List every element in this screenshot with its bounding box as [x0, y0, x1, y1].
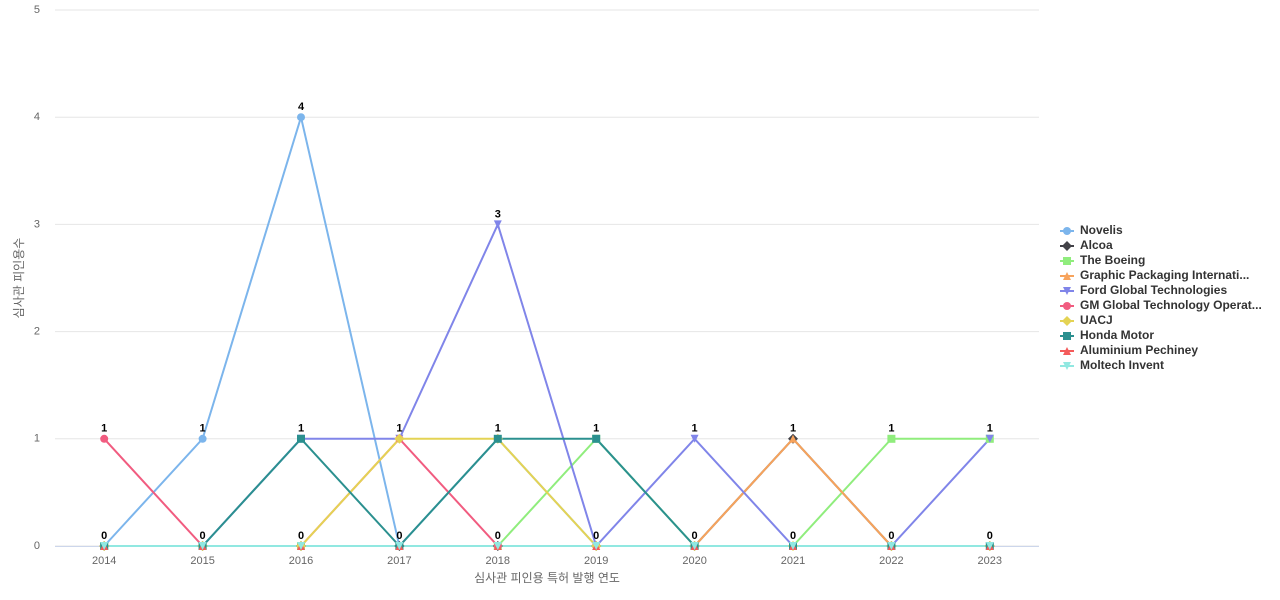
legend-item: Aluminium Pechiney [1060, 343, 1198, 357]
legend-symbol [1063, 332, 1071, 340]
point [394, 433, 405, 444]
x-tick-label: 2017 [387, 555, 411, 567]
legend-symbol [1063, 302, 1071, 310]
point [100, 542, 109, 550]
x-tick-label: 2018 [486, 555, 510, 567]
value-label: 1 [200, 423, 206, 435]
legend-label: Alcoa [1080, 238, 1113, 252]
legend-item: Novelis [1060, 223, 1123, 237]
point [395, 542, 404, 550]
value-label: 1 [101, 423, 107, 435]
value-label: 1 [790, 423, 796, 435]
point [592, 542, 601, 550]
y-axis-title: 심사관 피인용수 [12, 238, 26, 319]
y-tick-label: 2 [34, 326, 40, 338]
legend-symbol [1063, 362, 1071, 370]
value-label: 1 [298, 423, 304, 435]
series-line [104, 437, 990, 547]
legend-label: Novelis [1080, 223, 1123, 237]
value-label: 0 [495, 530, 501, 542]
value-label: 0 [888, 530, 894, 542]
x-axis-title: 심사관 피인용 특허 발행 연도 [474, 570, 620, 585]
y-tick-label: 5 [34, 4, 40, 16]
point [789, 434, 797, 443]
x-tick-label: 2019 [584, 555, 608, 567]
y-tick-label: 3 [34, 218, 40, 230]
x-tick-label: 2022 [879, 555, 903, 567]
value-label: 0 [790, 530, 796, 542]
legend-symbol [1063, 272, 1071, 280]
y-tick-label: 1 [34, 433, 40, 445]
value-label: 3 [495, 208, 501, 220]
value-label: 0 [692, 530, 698, 542]
legend-item: Moltech Invent [1060, 358, 1164, 372]
legend-item: Graphic Packaging Internati... [1060, 268, 1249, 282]
value-label: 1 [593, 423, 599, 435]
value-label: 1 [495, 423, 501, 435]
value-label: 4 [298, 101, 305, 113]
legend-item: UACJ [1060, 313, 1113, 327]
legend-label: Graphic Packaging Internati... [1080, 268, 1249, 282]
y-tick-label: 0 [34, 540, 40, 552]
point [198, 434, 207, 443]
x-tick-label: 2014 [92, 555, 116, 567]
point [493, 434, 502, 443]
value-label: 0 [200, 530, 206, 542]
legend-item: GM Global Technology Operat... [1060, 298, 1262, 312]
value-label: 0 [298, 530, 304, 542]
legend-symbol [1063, 257, 1071, 265]
legend-item: Alcoa [1060, 238, 1113, 252]
point [297, 542, 305, 550]
legend-label: Honda Motor [1080, 328, 1154, 342]
value-label: 1 [888, 423, 894, 435]
value-label: 1 [396, 423, 402, 435]
x-tick-label: 2021 [781, 555, 805, 567]
x-tick-label: 2023 [978, 555, 1002, 567]
point [592, 434, 601, 443]
value-label: 0 [101, 530, 107, 542]
value-label: 0 [593, 530, 599, 542]
value-label: 0 [396, 530, 402, 542]
y-tick-label: 4 [34, 111, 40, 123]
legend-label: Aluminium Pechiney [1080, 343, 1198, 357]
value-label: 1 [692, 423, 698, 435]
legend-item: Ford Global Technologies [1060, 283, 1227, 297]
point [493, 220, 502, 229]
legend-item: The Boeing [1060, 253, 1145, 267]
legend-symbol [1062, 316, 1072, 326]
legend-label: UACJ [1080, 313, 1113, 327]
point [887, 434, 896, 443]
point [493, 542, 502, 550]
point [887, 542, 896, 550]
legend-symbol [1063, 227, 1071, 235]
point [198, 542, 207, 550]
x-tick-label: 2015 [190, 555, 214, 567]
point [985, 542, 994, 550]
x-tick-label: 2020 [682, 555, 706, 567]
legend-label: Ford Global Technologies [1080, 283, 1227, 297]
legend-label: The Boeing [1080, 253, 1145, 267]
point [985, 434, 994, 443]
series-line [104, 221, 991, 548]
legend-label: Moltech Invent [1080, 358, 1164, 372]
legend-symbol [1062, 241, 1072, 251]
point [100, 434, 109, 443]
point [690, 434, 699, 443]
point [789, 542, 797, 550]
legend-symbol [1063, 347, 1071, 355]
point [297, 113, 305, 122]
value-label: 1 [987, 423, 993, 435]
value-label: 0 [987, 530, 993, 542]
x-tick-label: 2016 [289, 555, 313, 567]
point [690, 542, 699, 550]
legend-label: GM Global Technology Operat... [1080, 298, 1262, 312]
legend-symbol [1063, 287, 1071, 295]
legend-item: Honda Motor [1060, 328, 1154, 342]
point [297, 434, 305, 443]
